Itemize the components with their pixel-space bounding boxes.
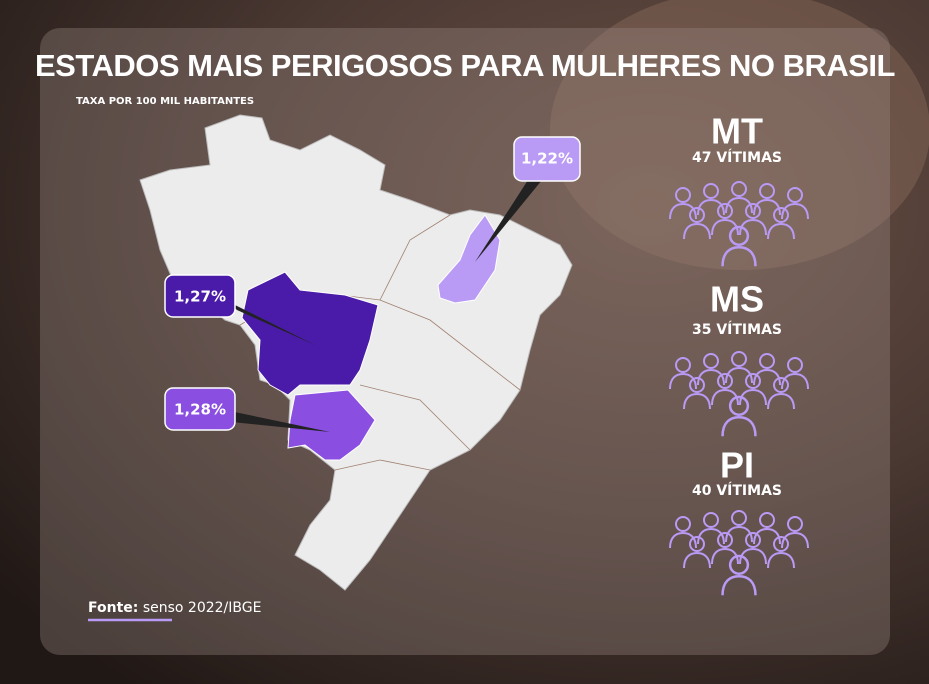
callout-pointer xyxy=(475,180,542,262)
state-code: MT xyxy=(711,111,763,152)
title: ESTADOS MAIS PERIGOSOS PARA MULHERES NO … xyxy=(35,48,895,83)
source-text: senso 2022/IBGE xyxy=(143,600,262,616)
callout-label: 1,28% xyxy=(174,401,226,419)
state-ms xyxy=(287,389,376,461)
state-mt xyxy=(241,271,379,396)
state-code: MS xyxy=(710,279,764,320)
callout-box xyxy=(164,387,236,431)
source: Fonte: senso 2022/IBGE xyxy=(88,600,261,616)
state-border xyxy=(379,299,521,391)
callout-box xyxy=(513,136,581,182)
victims: 47 VÍTIMAS xyxy=(692,149,782,166)
source-label: Fonte: xyxy=(88,600,138,616)
state-border xyxy=(334,459,431,471)
victims: 35 VÍTIMAS xyxy=(692,321,782,338)
victims: 40 VÍTIMAS xyxy=(692,482,782,499)
callout-label: 1,27% xyxy=(174,288,226,306)
state-pi xyxy=(437,214,501,304)
background-fist xyxy=(550,0,929,270)
brazil-map xyxy=(139,114,573,591)
subtitle: TAXA POR 100 MIL HABITANTES xyxy=(76,96,254,107)
state-code: PI xyxy=(720,445,754,486)
callout-pointer xyxy=(225,410,330,432)
callout-label: 1,22% xyxy=(521,150,573,168)
callout-box xyxy=(164,274,236,318)
callout-pointer xyxy=(225,300,315,345)
state-border xyxy=(359,384,471,451)
